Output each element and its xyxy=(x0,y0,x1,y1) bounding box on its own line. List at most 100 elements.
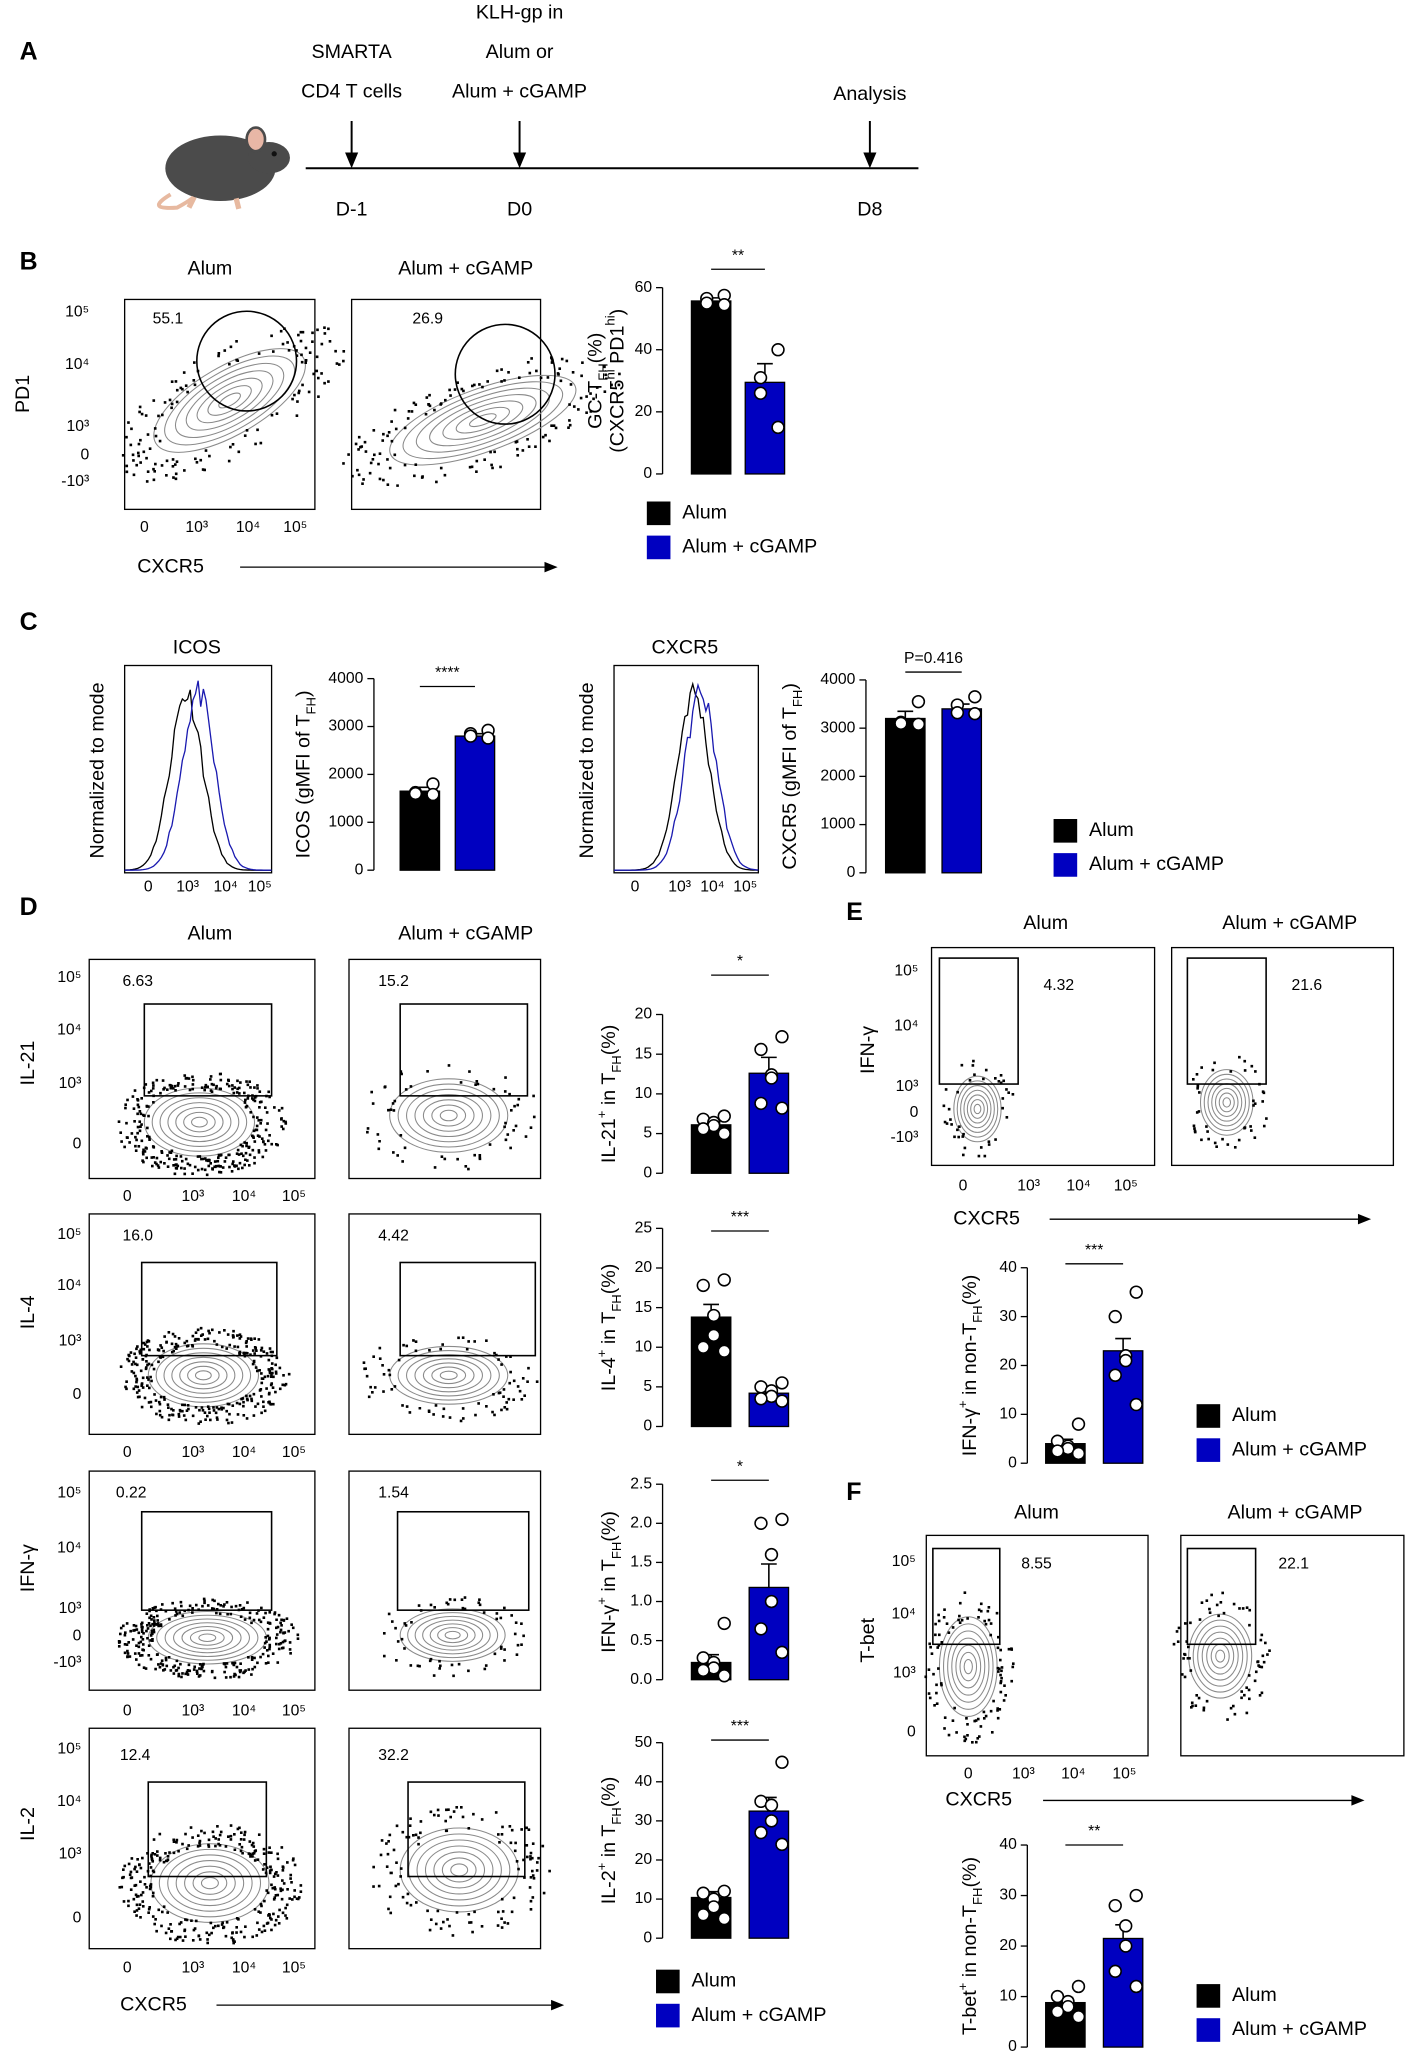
contour xyxy=(1188,1613,1253,1699)
label-part: (CXCR5 xyxy=(607,379,629,452)
y-tick-label: 20 xyxy=(635,403,653,420)
data-point xyxy=(696,1122,710,1136)
y-tick-label: 0 xyxy=(73,1910,82,1927)
legend-label: Alum xyxy=(1232,1984,1277,2006)
x-tick-label: 10⁴ xyxy=(214,878,238,895)
event-dots xyxy=(117,1072,288,1177)
data-point xyxy=(911,694,926,709)
gate xyxy=(147,1781,268,1878)
data-point xyxy=(1061,1999,1075,2014)
histogram-title: ICOS xyxy=(173,637,221,659)
contour xyxy=(959,1651,978,1682)
column-title: Alum + cGAMP xyxy=(1222,912,1357,934)
y-tick-label: 30 xyxy=(999,1308,1017,1325)
x-tick-label: 10³ xyxy=(181,1702,204,1719)
label-part: FH xyxy=(609,1055,624,1072)
label-part: in non-T xyxy=(959,1323,981,1401)
contour xyxy=(422,1619,484,1651)
contour xyxy=(455,406,510,434)
gate-percentage: 26.9 xyxy=(412,310,443,327)
gate-percentage: 8.55 xyxy=(1021,1555,1052,1572)
histogram-curve xyxy=(124,680,272,871)
y-tick-label: 3000 xyxy=(820,719,855,736)
plot-frame xyxy=(348,1470,542,1691)
data-point xyxy=(717,1126,731,1141)
contour xyxy=(200,1876,219,1890)
x-tick-label: 10⁵ xyxy=(248,878,272,895)
label-part: IFN-γ xyxy=(598,1605,620,1653)
data-point xyxy=(717,1669,731,1683)
gate-percentage: 6.63 xyxy=(122,973,153,990)
y-tick-label: 20 xyxy=(999,1357,1017,1374)
schedule-label: Alum or xyxy=(486,41,554,63)
contour xyxy=(159,1097,240,1147)
x-tick-label: 10⁵ xyxy=(282,1702,306,1719)
x-tick-label: 0 xyxy=(123,1444,132,1461)
y-tick-label: 20 xyxy=(635,1006,653,1023)
x-axis-label: CXCR5 xyxy=(953,1207,1020,1229)
gate-percentage: 4.32 xyxy=(1044,977,1075,994)
label-part: FH xyxy=(609,1542,624,1559)
data-point xyxy=(754,1622,768,1636)
y-tick-label: 0 xyxy=(643,1418,652,1435)
y-tick-label: 10³ xyxy=(59,1075,82,1092)
data-point xyxy=(1129,1888,1143,1903)
data-point xyxy=(754,1825,768,1840)
data-point xyxy=(754,1392,768,1406)
label-part: FH xyxy=(595,363,610,380)
contour xyxy=(1201,1631,1239,1681)
legend-label: Alum xyxy=(1232,1404,1277,1426)
contour xyxy=(194,1370,212,1381)
label-part: + xyxy=(955,1400,970,1408)
y-tick-label: 10³ xyxy=(893,1664,916,1681)
y-tick-label: 10⁵ xyxy=(892,1553,916,1570)
y-tick-label: 0.0 xyxy=(630,1671,652,1688)
y-axis-label: IFN-γ+ in non-TFH(%) xyxy=(955,1275,985,1456)
day-label: D8 xyxy=(857,198,882,220)
x-tick-label: 10⁴ xyxy=(1066,1178,1090,1195)
contour xyxy=(397,1083,500,1148)
y-axis-label: PD1 xyxy=(12,375,34,413)
x-tick-label: 10⁴ xyxy=(232,1960,256,1977)
contour xyxy=(406,1354,492,1397)
gate xyxy=(1186,957,1267,1085)
contour xyxy=(187,1365,220,1385)
data-point xyxy=(1050,2005,1065,2019)
label-part: FH xyxy=(970,1305,985,1322)
y-tick-label: 0 xyxy=(907,1723,916,1740)
contour xyxy=(973,1103,982,1115)
x-tick-label: 10³ xyxy=(181,1960,204,1977)
x-tick-label: 10³ xyxy=(181,1444,204,1461)
y-tick-label: -10³ xyxy=(890,1129,918,1146)
arrow-head xyxy=(544,561,558,573)
y-tick-label: 10⁵ xyxy=(65,304,89,321)
label-part: + xyxy=(594,1597,609,1605)
contour xyxy=(389,374,577,466)
label-part: + xyxy=(594,1110,609,1118)
y-tick-label: 0 xyxy=(355,861,364,878)
event-dots xyxy=(1172,1591,1271,1721)
schedule-label: CD4 T cells xyxy=(301,80,402,102)
label-part: hi xyxy=(603,315,618,325)
x-tick-label: 10⁵ xyxy=(282,1960,306,1977)
contour xyxy=(183,1111,216,1133)
panel-letter: D xyxy=(20,893,38,921)
y-tick-label: 20 xyxy=(635,1259,653,1276)
plot-frame xyxy=(930,946,1156,1167)
panel-letter: B xyxy=(20,247,38,275)
data-point xyxy=(1129,1979,1143,1994)
contour xyxy=(955,1644,982,1689)
event-dots xyxy=(118,1824,303,1945)
event-dots xyxy=(121,326,346,483)
plot-frame xyxy=(350,298,542,511)
contour xyxy=(198,1633,217,1642)
legend-swatch xyxy=(656,1969,680,1994)
contour xyxy=(158,1848,262,1918)
data-point xyxy=(775,1837,789,1852)
legend-swatch xyxy=(646,535,671,560)
schedule-label: Alum + cGAMP xyxy=(452,80,587,102)
y-tick-label: 40 xyxy=(635,341,653,358)
contour xyxy=(156,1614,259,1661)
plot-frame xyxy=(925,1534,1149,1757)
y-tick-label: 15 xyxy=(635,1299,653,1316)
